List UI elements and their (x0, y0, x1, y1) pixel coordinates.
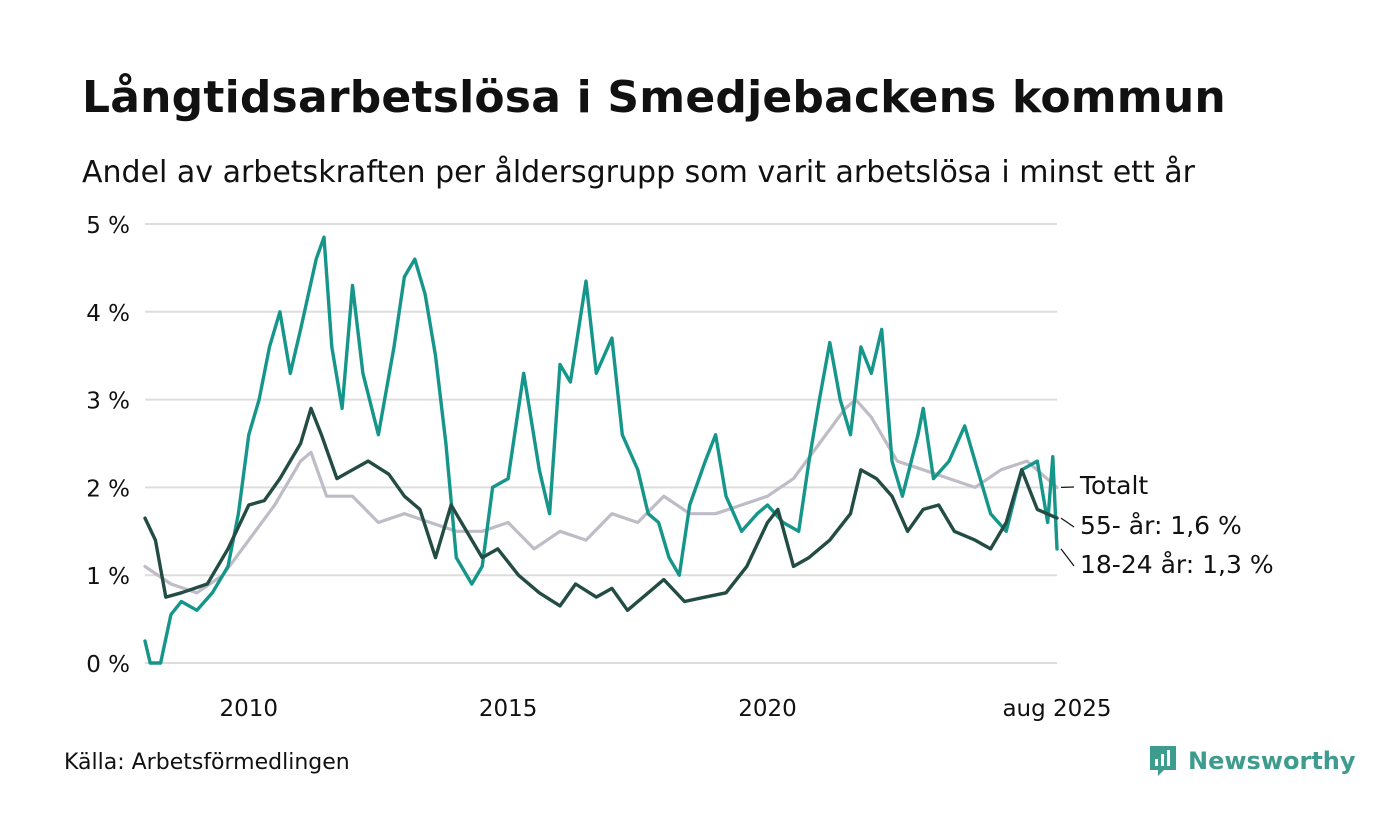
series-layer (143, 235, 1059, 665)
y-tick-label: 4 % (86, 301, 130, 327)
series-line-age1824 (143, 235, 1059, 665)
label-layer: Totalt 55- år: 1,6 % 18-24 år: 1,3 % (1060, 471, 1274, 579)
bar-chart-badge-icon (1150, 746, 1176, 776)
series-end-label-age55: 55- år: 1,6 % (1080, 511, 1242, 540)
label-leader-age1824 (1060, 548, 1075, 567)
y-tick-label: 0 % (86, 652, 130, 678)
label-leader-age55 (1060, 517, 1075, 528)
y-tick-label: 2 % (86, 476, 130, 502)
x-tick-label: 2020 (738, 696, 797, 722)
y-tick-label: 5 % (86, 213, 130, 239)
y-tick-label: 3 % (86, 389, 130, 415)
brand-name: Newsworthy (1188, 747, 1356, 775)
grid-layer: 0 % 1 % 2 % 3 % 4 % 5 % 2010 2015 2020 aug 2025 (86, 213, 1111, 722)
line-chart: 0 % 1 % 2 % 3 % 4 % 5 % 2010 2015 2020 aug 2025 T… (86, 213, 1274, 722)
y-tick-label: 1 % (86, 564, 130, 590)
x-tick-label: aug 2025 (1002, 696, 1111, 722)
series-end-label-age1824: 18-24 år: 1,3 % (1080, 550, 1274, 579)
brand-logo: Newsworthy (1148, 744, 1356, 778)
x-tick-label: 2010 (219, 696, 278, 722)
x-tick-label: 2015 (479, 696, 538, 722)
chart-title: Långtidsarbetslösa i Smedjebackens kommu… (82, 72, 1226, 123)
chart-subtitle: Andel av arbetskraften per åldersgrupp s… (82, 155, 1195, 190)
source-note: Källa: Arbetsförmedlingen (64, 750, 350, 775)
series-end-label-totalt: Totalt (1079, 471, 1148, 500)
series-line-age55 (143, 406, 1059, 612)
